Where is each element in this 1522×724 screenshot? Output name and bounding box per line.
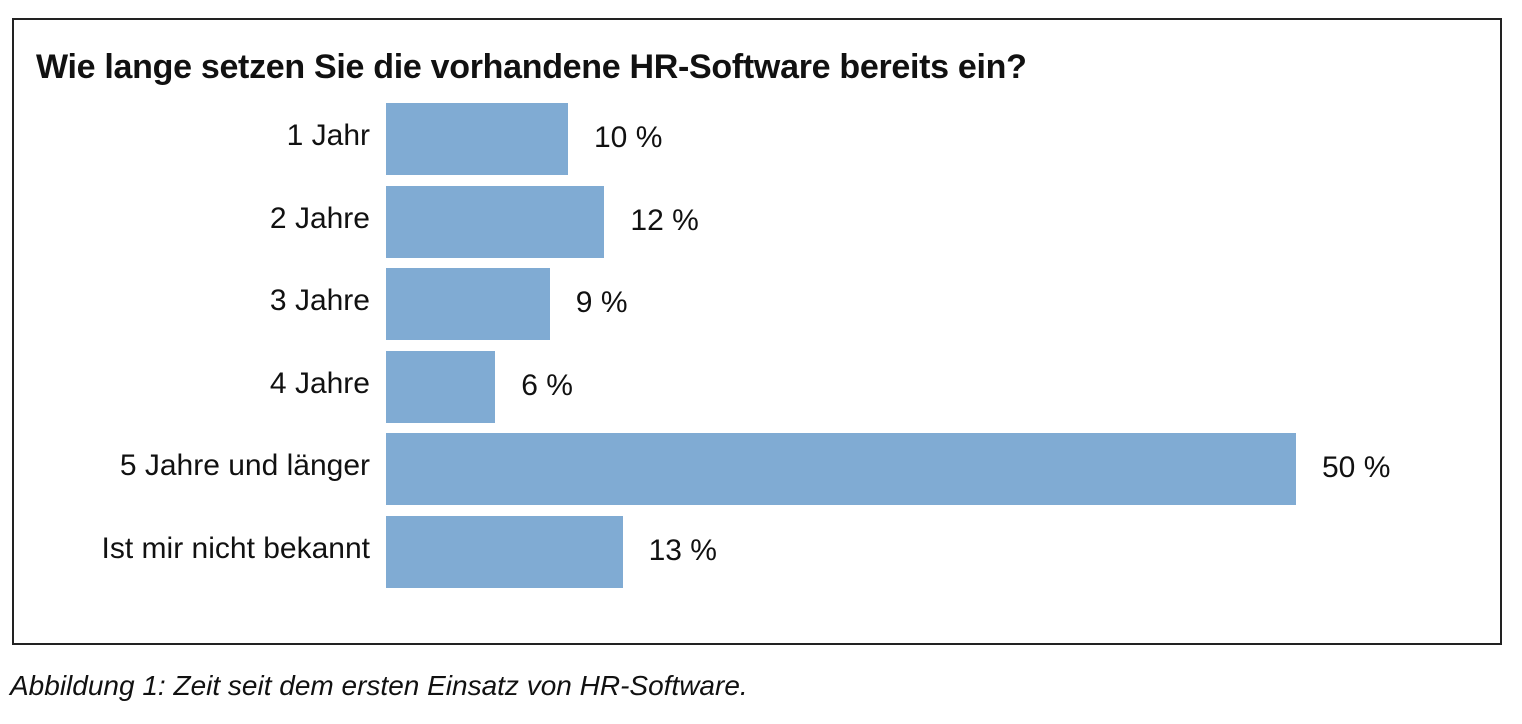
bar (386, 268, 550, 341)
bar (386, 103, 568, 175)
figure-caption: Abbildung 1: Zeit seit dem ersten Einsat… (10, 670, 748, 701)
bar (386, 433, 1296, 506)
category-label: 2 Jahre (269, 201, 370, 235)
category-label: 5 Jahre und länger (119, 449, 370, 483)
category-label: Ist mir nicht bekannt (101, 532, 370, 565)
category-label: 4 Jahre (269, 366, 370, 400)
chart-title: Wie lange setzen Sie die vorhandene HR-S… (36, 48, 1027, 86)
value-label: 10 % (594, 121, 663, 154)
value-label: 13 % (648, 534, 717, 567)
chart-frame (12, 18, 1502, 645)
category-label: 1 Jahr (286, 119, 370, 152)
value-label: 50 % (1322, 451, 1391, 485)
bar (386, 350, 496, 423)
bar (386, 185, 605, 258)
category-label: 3 Jahre (269, 284, 370, 318)
bar (386, 516, 623, 588)
value-label: 12 % (630, 203, 699, 237)
value-label: 6 % (521, 368, 573, 402)
value-label: 9 % (575, 286, 628, 320)
